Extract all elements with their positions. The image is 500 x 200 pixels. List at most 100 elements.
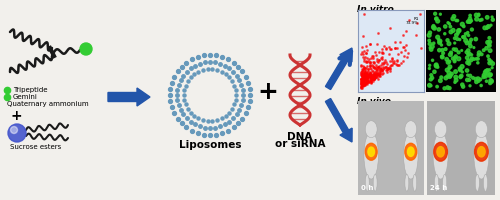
Point (358, 78, 366, 82)
Point (458, 74, 466, 77)
Point (480, 75, 488, 79)
Text: Quaternary ammonium: Quaternary ammonium (7, 101, 88, 107)
Point (486, 43, 494, 46)
FancyArrow shape (108, 88, 150, 106)
Point (451, 81, 459, 84)
Point (430, 27, 438, 30)
Point (386, 26, 394, 29)
Circle shape (80, 43, 92, 55)
Point (378, 55, 386, 59)
Point (366, 73, 374, 76)
Circle shape (437, 147, 444, 157)
Point (443, 68, 451, 72)
Point (359, 81, 367, 84)
Point (382, 61, 390, 64)
Point (463, 56, 471, 59)
Point (376, 67, 384, 70)
Point (386, 65, 394, 68)
Point (372, 69, 380, 73)
Point (448, 72, 456, 75)
Point (368, 54, 376, 58)
Point (428, 59, 436, 62)
Point (359, 67, 367, 70)
Point (362, 72, 370, 76)
Point (366, 71, 374, 74)
Point (362, 52, 370, 55)
Text: 24 h: 24 h (430, 185, 447, 191)
Point (376, 75, 384, 78)
Point (412, 33, 420, 36)
Point (358, 77, 366, 81)
Point (364, 67, 372, 70)
Point (370, 65, 378, 68)
Point (452, 55, 460, 58)
Point (364, 80, 372, 83)
Point (362, 73, 370, 76)
Point (466, 74, 474, 77)
Point (382, 65, 390, 68)
Point (366, 73, 374, 76)
Point (358, 73, 366, 76)
Point (358, 75, 366, 78)
Point (446, 60, 454, 63)
Point (388, 62, 396, 65)
Point (358, 79, 366, 83)
Point (379, 65, 387, 68)
Point (466, 41, 473, 44)
Point (386, 68, 394, 71)
Point (375, 59, 383, 62)
Point (442, 76, 450, 80)
Point (484, 25, 492, 28)
Point (371, 74, 379, 77)
Point (370, 77, 378, 80)
Ellipse shape (413, 174, 416, 191)
Point (427, 78, 435, 81)
Point (477, 84, 485, 87)
Point (368, 79, 376, 82)
Point (434, 20, 442, 23)
Point (451, 56, 459, 59)
Point (364, 65, 372, 68)
Point (364, 79, 372, 82)
Point (367, 74, 375, 77)
Point (470, 46, 478, 49)
Point (366, 61, 374, 64)
Point (372, 53, 380, 56)
Point (366, 74, 374, 77)
Point (360, 83, 368, 86)
Point (487, 79, 495, 82)
FancyArrow shape (326, 48, 352, 90)
Text: +: + (258, 80, 278, 104)
Point (430, 70, 438, 73)
Circle shape (434, 142, 448, 161)
Point (428, 45, 436, 48)
Point (369, 64, 377, 68)
Point (458, 65, 466, 68)
Point (372, 75, 380, 78)
Point (444, 39, 452, 42)
Point (362, 79, 370, 82)
Point (476, 51, 484, 54)
Point (416, 12, 424, 16)
Point (366, 63, 374, 67)
Point (375, 67, 383, 70)
Point (362, 82, 370, 85)
Text: 0 h: 0 h (360, 185, 373, 191)
Point (426, 31, 434, 34)
Point (366, 71, 374, 74)
Point (362, 73, 370, 76)
Point (384, 69, 392, 72)
Point (367, 56, 375, 60)
Point (357, 85, 365, 88)
Point (359, 82, 367, 85)
Point (388, 59, 396, 62)
Point (360, 71, 368, 74)
Point (472, 17, 480, 21)
Point (365, 75, 373, 78)
Point (381, 65, 389, 69)
Point (474, 53, 482, 57)
Point (374, 71, 382, 74)
Circle shape (408, 147, 414, 156)
Point (362, 68, 370, 71)
Point (372, 42, 380, 46)
